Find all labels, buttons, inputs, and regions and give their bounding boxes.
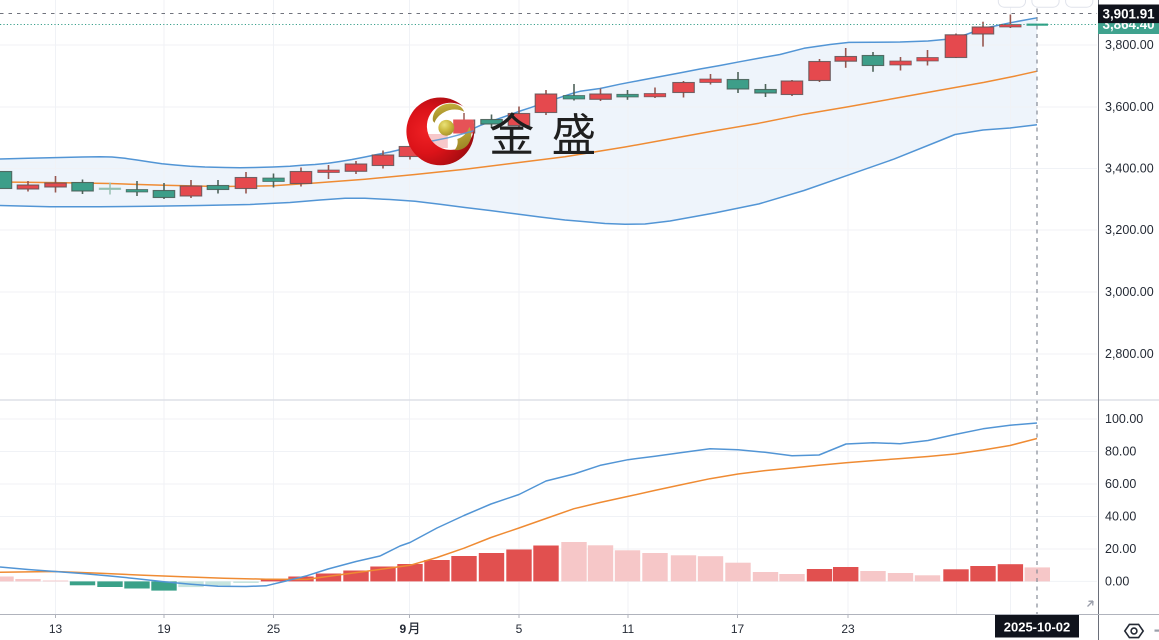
svg-text:40.00: 40.00 bbox=[1105, 510, 1136, 524]
svg-text:3,600.00: 3,600.00 bbox=[1105, 100, 1154, 114]
svg-text:100.00: 100.00 bbox=[1105, 412, 1143, 426]
svg-text:60.00: 60.00 bbox=[1105, 477, 1136, 491]
svg-text:3,200.00: 3,200.00 bbox=[1105, 223, 1154, 237]
svg-text:25: 25 bbox=[267, 622, 281, 636]
svg-text:3,800.00: 3,800.00 bbox=[1105, 38, 1154, 52]
svg-text:2,800.00: 2,800.00 bbox=[1105, 347, 1154, 361]
svg-text:17: 17 bbox=[731, 622, 745, 636]
svg-text:19: 19 bbox=[157, 622, 171, 636]
svg-text:20.00: 20.00 bbox=[1105, 542, 1136, 556]
svg-text:2025-10-02: 2025-10-02 bbox=[1004, 620, 1071, 635]
svg-text:11: 11 bbox=[622, 622, 635, 636]
svg-text:23: 23 bbox=[841, 622, 855, 636]
svg-text:5: 5 bbox=[516, 622, 523, 636]
svg-text:3,400.00: 3,400.00 bbox=[1105, 162, 1154, 176]
svg-text:3,000.00: 3,000.00 bbox=[1105, 285, 1154, 299]
svg-text:3,901.91: 3,901.91 bbox=[1103, 6, 1156, 21]
svg-text:0.00: 0.00 bbox=[1105, 574, 1129, 588]
svg-text:80.00: 80.00 bbox=[1105, 445, 1136, 459]
svg-text:9: 9 bbox=[400, 622, 407, 636]
svg-text:13: 13 bbox=[49, 622, 63, 636]
